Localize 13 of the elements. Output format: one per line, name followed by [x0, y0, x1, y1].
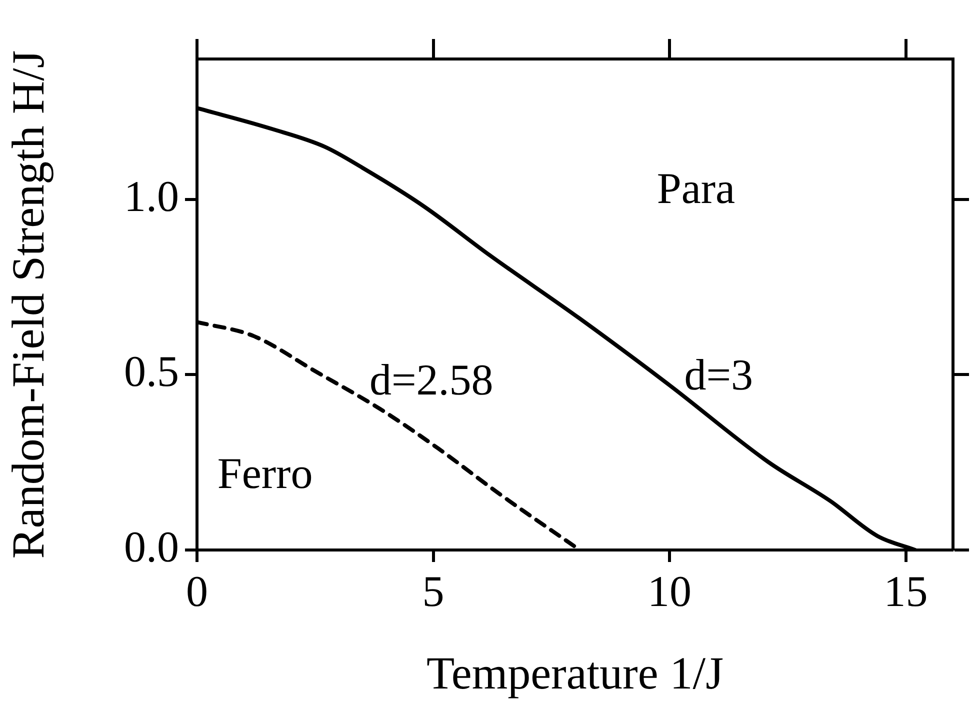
annotation: d=2.58	[369, 356, 494, 405]
x-tick-label: 10	[648, 566, 692, 616]
x-tick-label: 5	[422, 566, 444, 616]
x-tick-label: 0	[186, 566, 208, 616]
annotation: Para	[656, 164, 736, 214]
annotation: d=3	[684, 350, 754, 400]
y-axis-title: Random-Field Strength H/J	[2, 50, 54, 559]
x-tick-label: 15	[884, 566, 928, 616]
annotation: Ferro	[217, 448, 313, 498]
x-axis-title: Temperature 1/J	[426, 647, 724, 698]
y-tick-label: 1.0	[124, 172, 179, 221]
y-tick-label: 0.0	[124, 522, 179, 572]
y-tick-label: 0.5	[124, 347, 179, 396]
